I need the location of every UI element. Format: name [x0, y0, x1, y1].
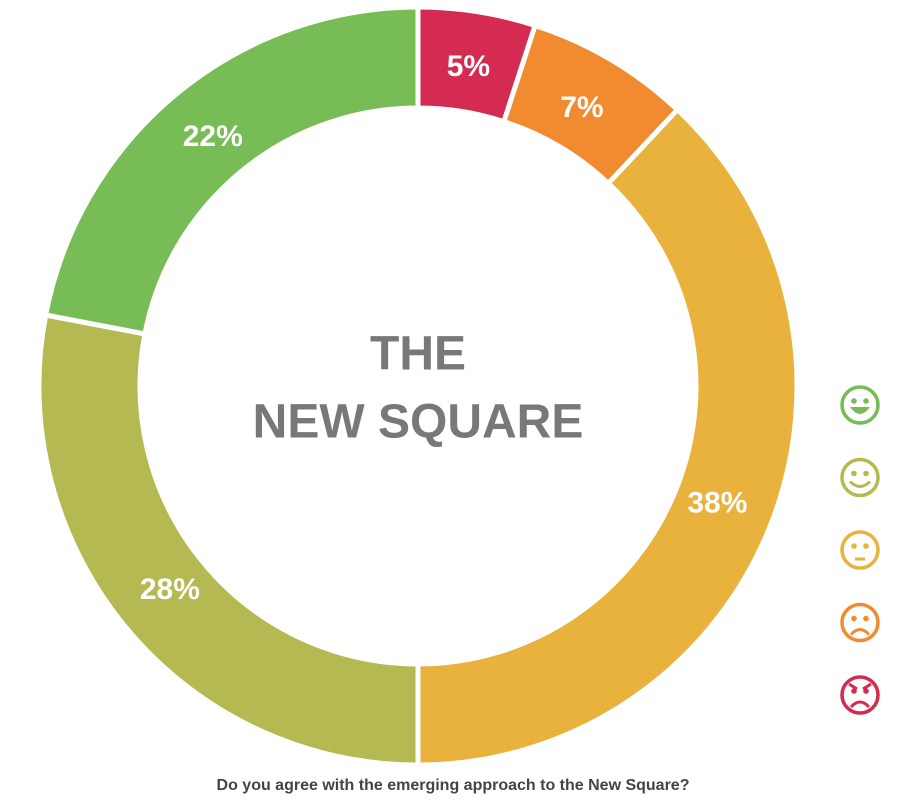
legend-icon [840, 675, 880, 715]
legend-icon [840, 530, 880, 570]
eye [863, 615, 869, 622]
slice-label: 22% [183, 120, 243, 153]
brow [848, 682, 872, 691]
eye [851, 543, 857, 549]
legend-icon [840, 457, 880, 498]
mouth [849, 628, 871, 636]
slice-label: 7% [560, 91, 603, 124]
face [840, 675, 880, 715]
slice-label: 5% [447, 50, 490, 83]
center-label: NEW SQUARE [253, 396, 584, 449]
slice [42, 4, 421, 337]
face [840, 602, 880, 643]
mouth [850, 407, 870, 414]
slice-label: 28% [140, 573, 200, 606]
mouth [848, 480, 872, 488]
slice [36, 312, 421, 768]
legend-icon [840, 385, 880, 425]
face [840, 385, 880, 425]
center-label: THE [370, 328, 466, 381]
eye [863, 470, 869, 477]
slice [415, 106, 800, 768]
mouth [849, 700, 871, 709]
eye [851, 615, 857, 622]
eye [851, 470, 857, 477]
face [840, 457, 880, 498]
slice-label: 38% [687, 486, 747, 519]
eye [863, 543, 869, 549]
caption: Do you agree with the emerging approach … [217, 777, 690, 794]
eye [851, 398, 857, 404]
face [840, 530, 880, 570]
eye [863, 398, 869, 404]
legend-icon [840, 602, 880, 643]
